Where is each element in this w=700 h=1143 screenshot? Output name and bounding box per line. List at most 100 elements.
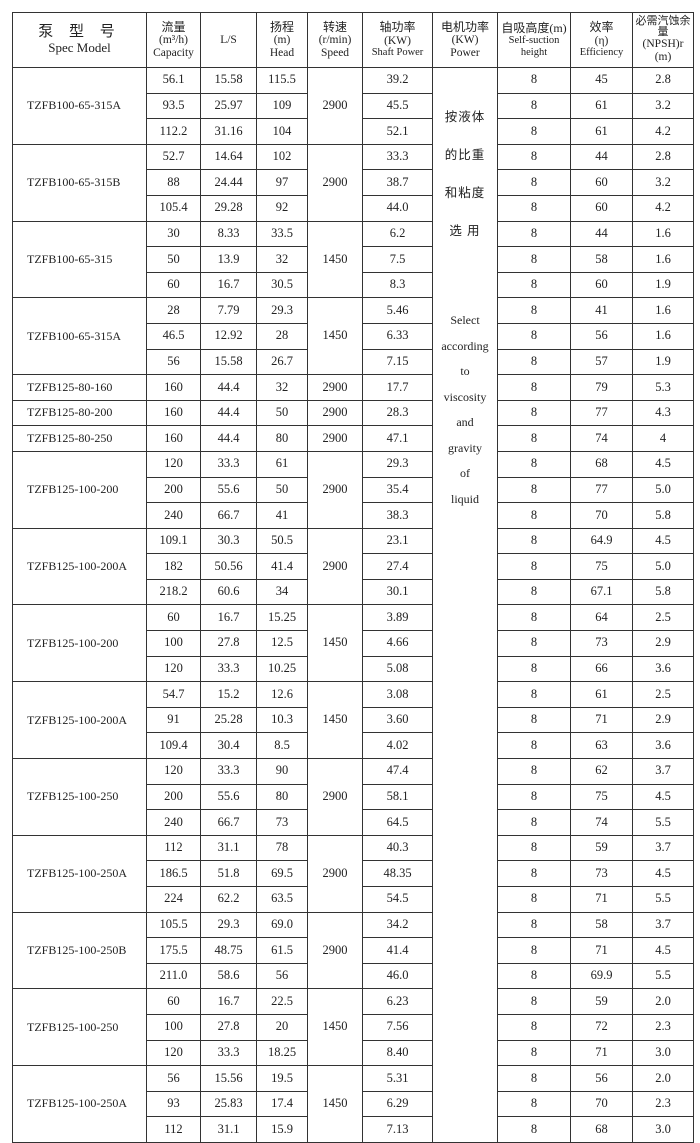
self-suction-cell: 8 (497, 527, 571, 555)
npsh-cell: 5.8 (632, 502, 694, 529)
self-suction-cell: 8 (497, 425, 571, 452)
table-row: TZFB125-100-200A 109.1 30.3 50.5 2900 23.1 8 64… (12, 527, 694, 606)
table-row: TZFB125-100-250A 56 15.56 19.5 1450 5.31 8 56 2.… (12, 1065, 694, 1143)
shaft-power-cell: 4.02 (362, 732, 433, 760)
ls-cell: 66.7 (200, 809, 257, 836)
header-model-cn: 泵 型 号 (38, 24, 121, 41)
capacity-cell: 105.4 (146, 194, 201, 222)
power-note-en-line: viscosity (443, 389, 487, 404)
head-cell: 80 (256, 425, 308, 452)
table-row: 46.5 12.92 28 6.33 8 56 1.6 (13, 322, 694, 350)
self-suction-cell: 8 (497, 911, 571, 939)
h-en: (m) (654, 51, 672, 63)
npsh-cell: 3.6 (632, 732, 694, 760)
ls-cell: 48.75 (200, 937, 257, 964)
speed-cell: 1450 (307, 988, 363, 1067)
shaft-power-cell: 23.1 (362, 527, 433, 555)
head-cell: 50.5 (256, 527, 308, 555)
head-cell: 15.9 (256, 1116, 308, 1143)
ls-cell: 15.56 (200, 1065, 257, 1092)
npsh-cell: 5.8 (632, 578, 694, 606)
self-suction-cell: 8 (497, 783, 571, 811)
efficiency-cell: 74 (570, 809, 633, 836)
efficiency-cell: 69.9 (570, 962, 633, 990)
h-unit: (KW) (384, 34, 411, 47)
capacity-cell: 160 (146, 399, 201, 427)
model-cell: TZFB125-100-200 (12, 450, 147, 529)
npsh-cell: 3.7 (632, 834, 694, 862)
capacity-cell: 52.7 (146, 143, 201, 171)
npsh-cell: 3.2 (632, 169, 694, 196)
capacity-cell: 120 (146, 450, 201, 478)
head-cell: 30.5 (256, 271, 308, 299)
efficiency-cell: 72 (570, 1013, 633, 1041)
head-cell: 61 (256, 450, 308, 478)
shaft-power-cell: 6.23 (362, 988, 433, 1015)
ls-cell: 31.1 (200, 834, 257, 862)
h-en: Shaft Power (371, 47, 424, 59)
shaft-power-cell: 40.3 (362, 834, 433, 862)
h-unit: (NPSH)r (642, 38, 684, 51)
head-cell: 69.5 (256, 860, 308, 887)
npsh-cell: 2.5 (632, 681, 694, 708)
self-suction-cell: 8 (497, 450, 571, 478)
ls-cell: 30.4 (200, 732, 257, 760)
ls-cell: 44.4 (200, 399, 257, 427)
self-suction-cell: 8 (497, 502, 571, 529)
power-note-cell: 按液体 的比重 和粘度选 用 Select according to viscosity an… (432, 67, 498, 1143)
shaft-power-cell: 7.15 (362, 348, 433, 376)
model-cell: TZFB125-100-250 (12, 988, 147, 1067)
table-row: 93.5 25.97 109 45.5 8 61 3.2 (13, 92, 694, 120)
capacity-cell: 218.2 (146, 578, 201, 606)
head-cell: 41.4 (256, 553, 308, 580)
capacity-cell: 112.2 (146, 118, 201, 145)
efficiency-cell: 57 (570, 348, 633, 376)
shaft-power-cell: 33.3 (362, 143, 433, 171)
self-suction-cell: 8 (497, 706, 571, 734)
shaft-power-cell: 5.08 (362, 655, 433, 683)
self-suction-cell: 8 (497, 860, 571, 887)
shaft-power-cell: 7.5 (362, 246, 433, 273)
ls-cell: 25.83 (200, 1090, 257, 1118)
model-cell: TZFB125-100-200A (12, 527, 147, 606)
npsh-cell: 1.6 (632, 246, 694, 273)
ls-cell: 16.7 (200, 604, 257, 632)
self-suction-cell: 8 (497, 271, 571, 299)
h-cn: 扬程 (269, 19, 294, 34)
capacity-cell: 60 (146, 604, 201, 632)
npsh-cell: 4.5 (632, 783, 694, 811)
shaft-power-cell: 39.2 (362, 67, 433, 94)
self-suction-cell: 8 (497, 194, 571, 222)
self-suction-cell: 8 (497, 143, 571, 171)
head-cell: 29.3 (256, 297, 308, 324)
npsh-cell: 1.6 (632, 322, 694, 350)
npsh-cell: 1.6 (632, 297, 694, 324)
npsh-cell: 2.8 (632, 143, 694, 171)
speed-cell: 2900 (307, 399, 363, 427)
head-cell: 15.25 (256, 604, 308, 632)
ls-cell: 30.3 (200, 527, 257, 555)
header-npsh: 必需汽蚀余量 (NPSH)r (m) (632, 12, 694, 68)
h-cn: 轴功率 (379, 20, 416, 35)
h-en: Capacity (153, 46, 194, 59)
speed-cell: 2900 (307, 425, 363, 452)
table-row: TZFB125-100-200A 54.7 15.2 12.6 1450 3.08 8 61 2… (12, 681, 694, 760)
head-cell: 8.5 (256, 732, 308, 760)
head-cell: 10.3 (256, 706, 308, 734)
npsh-cell: 2.3 (632, 1013, 694, 1041)
self-suction-cell: 8 (497, 1116, 571, 1143)
self-suction-cell: 8 (497, 169, 571, 196)
npsh-cell: 4.2 (632, 194, 694, 222)
head-cell: 115.5 (256, 67, 308, 94)
head-cell: 61.5 (256, 937, 308, 964)
capacity-cell: 160 (146, 425, 201, 452)
efficiency-cell: 58 (570, 911, 633, 939)
capacity-cell: 88 (146, 169, 201, 196)
shaft-power-cell: 8.40 (362, 1039, 433, 1067)
h-unit: (r/min) (318, 33, 352, 46)
self-suction-cell: 8 (497, 220, 571, 248)
npsh-cell: 2.3 (632, 1090, 694, 1118)
speed-cell: 2900 (307, 758, 363, 836)
capacity-cell: 109.1 (146, 527, 201, 555)
model-cell: TZFB125-100-200A (12, 681, 147, 760)
